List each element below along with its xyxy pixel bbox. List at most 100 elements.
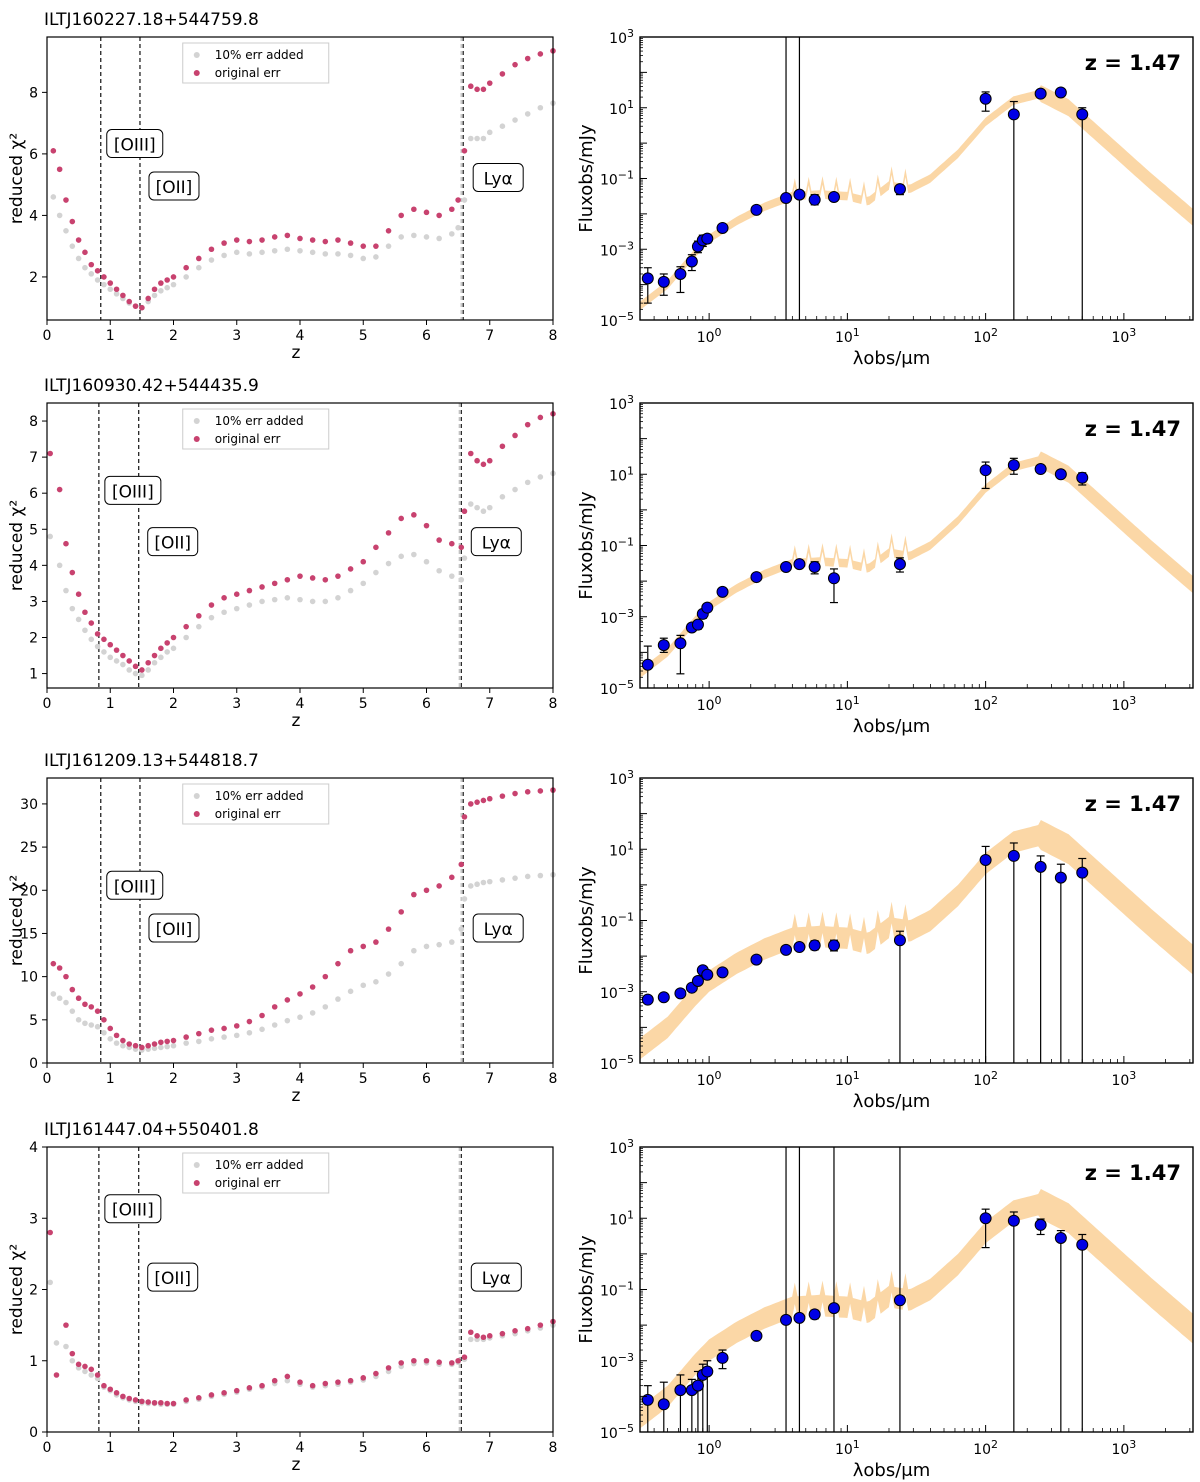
original-err-point bbox=[309, 984, 316, 990]
err-added-point bbox=[75, 255, 82, 262]
err-added-point bbox=[164, 649, 170, 655]
original-err-point bbox=[512, 790, 518, 797]
original-err-point bbox=[347, 947, 354, 954]
sed-point bbox=[1007, 459, 1020, 472]
sed-point bbox=[893, 1294, 906, 1307]
err-added-point bbox=[360, 982, 367, 989]
original-err-point bbox=[537, 1322, 544, 1328]
original-err-point bbox=[69, 986, 76, 993]
x-tick-label: 0 bbox=[43, 1440, 52, 1456]
line-label-box bbox=[104, 1194, 162, 1224]
legend-label: 10% err added bbox=[215, 48, 304, 62]
err-added-point bbox=[82, 264, 88, 271]
err-added-point bbox=[246, 251, 253, 257]
err-added-point bbox=[56, 562, 63, 569]
original-err-point bbox=[512, 432, 518, 439]
err-added-point bbox=[398, 553, 405, 560]
original-err-point bbox=[196, 255, 202, 262]
err-added-point bbox=[196, 264, 202, 271]
original-err-point bbox=[233, 591, 240, 598]
err-added-point bbox=[158, 1044, 164, 1051]
original-err-point bbox=[499, 443, 506, 450]
original-err-point bbox=[373, 544, 379, 551]
original-err-point bbox=[113, 1390, 120, 1396]
x-tick-label: 8 bbox=[549, 696, 558, 712]
original-err-point bbox=[259, 584, 265, 590]
line-label-box bbox=[472, 163, 524, 192]
original-err-point bbox=[423, 209, 430, 216]
err-added-point bbox=[94, 643, 101, 650]
err-added-point bbox=[101, 1029, 107, 1036]
x-tick-label: 2 bbox=[169, 1440, 178, 1456]
sed-point bbox=[827, 939, 840, 952]
original-err-point bbox=[164, 1038, 170, 1045]
original-err-point bbox=[183, 623, 189, 630]
y-tick-label: 4 bbox=[29, 208, 38, 224]
sed-point bbox=[1076, 471, 1089, 484]
err-added-point bbox=[423, 943, 430, 950]
sed-point bbox=[641, 658, 654, 671]
original-err-point bbox=[208, 602, 215, 608]
original-err-point bbox=[208, 1392, 215, 1398]
y-tick-label: 7 bbox=[29, 450, 38, 466]
legend-marker-original-err bbox=[193, 70, 200, 76]
line-label: Lyα bbox=[482, 1269, 511, 1289]
y-tick-label: 5 bbox=[29, 1013, 38, 1029]
legend bbox=[182, 42, 330, 84]
axes-frame bbox=[639, 402, 1194, 689]
err-added-point bbox=[88, 271, 95, 277]
x-tick-label: 103 bbox=[1111, 694, 1136, 714]
sed-point bbox=[701, 1365, 714, 1378]
original-err-point bbox=[458, 861, 465, 868]
original-err-point bbox=[158, 1039, 164, 1046]
x-tick-label: 102 bbox=[973, 326, 998, 346]
sed-point bbox=[1054, 468, 1067, 481]
original-err-point bbox=[170, 274, 177, 280]
err-added-point bbox=[398, 960, 405, 967]
err-added-point bbox=[486, 129, 493, 136]
err-added-point bbox=[170, 645, 177, 652]
err-added-point bbox=[259, 1026, 265, 1033]
err-added-point bbox=[75, 1017, 82, 1023]
sed-template-band bbox=[640, 1189, 1193, 1429]
y-axis-label: Fluxobs/mJy bbox=[576, 124, 597, 233]
original-err-point bbox=[499, 1330, 506, 1337]
sed-point bbox=[1054, 1231, 1067, 1244]
original-err-point bbox=[271, 1004, 278, 1010]
x-tick-label: 6 bbox=[422, 1071, 431, 1087]
err-added-point bbox=[436, 941, 442, 948]
sed-point bbox=[750, 203, 763, 216]
source-title: ILTJ160930.42+544435.9 bbox=[44, 376, 259, 396]
original-err-point bbox=[56, 965, 63, 971]
y-tick-label: 103 bbox=[609, 768, 634, 788]
original-err-point bbox=[449, 206, 455, 213]
original-err-point bbox=[246, 238, 253, 245]
x-tick-label: 103 bbox=[1111, 326, 1136, 346]
original-err-point bbox=[537, 51, 544, 57]
sed-point bbox=[780, 1313, 793, 1326]
original-err-point bbox=[449, 874, 455, 881]
y-tick-label: 6 bbox=[29, 147, 38, 163]
err-added-point bbox=[474, 881, 480, 888]
y-tick-label: 20 bbox=[20, 883, 38, 899]
original-err-point bbox=[75, 237, 82, 243]
sed-panel-1: z = 1.47 10−5 10−3 10−1 101 103 100 101 102 103 λo… bbox=[576, 27, 1194, 369]
x-tick-label: 5 bbox=[359, 696, 368, 712]
original-err-point bbox=[88, 261, 95, 268]
err-added-point bbox=[151, 659, 158, 666]
err-added-point bbox=[486, 504, 493, 511]
err-added-point bbox=[63, 227, 69, 234]
y-tick-label: 8 bbox=[29, 85, 38, 101]
original-err-point bbox=[474, 799, 480, 805]
err-added-point bbox=[458, 926, 465, 932]
err-added-point bbox=[88, 1022, 95, 1028]
original-err-point bbox=[411, 1357, 417, 1364]
sed-point bbox=[780, 560, 793, 573]
err-added-point bbox=[271, 1022, 278, 1028]
line-label: [OIII] bbox=[114, 136, 156, 156]
sed-point bbox=[716, 585, 729, 598]
sed-point bbox=[1076, 866, 1089, 879]
err-added-point bbox=[196, 1038, 202, 1045]
sed-point bbox=[657, 639, 670, 652]
err-added-point bbox=[360, 255, 367, 262]
